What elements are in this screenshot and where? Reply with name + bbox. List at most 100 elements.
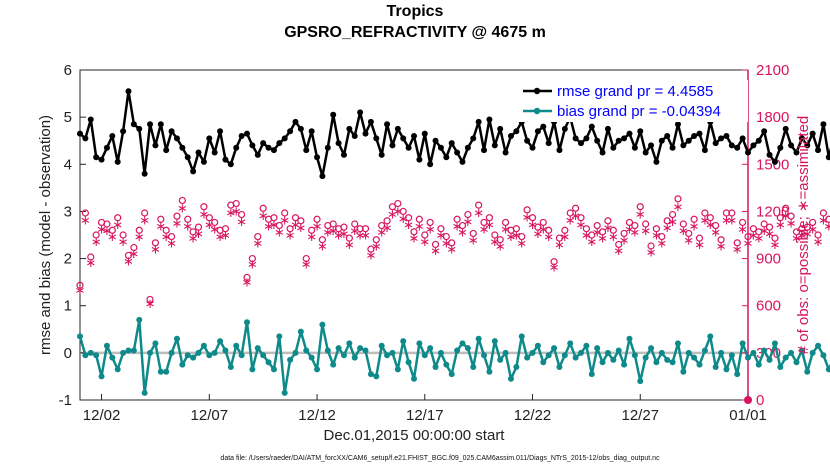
rmse-point [701, 147, 708, 154]
x-axis: 12/02 12/07 12/12 12/17 12/22 12/27 01/01 [83, 394, 767, 424]
obs-possible-marker [189, 228, 197, 236]
bias-point [604, 349, 611, 356]
footer-data-file: data file: /Users/raeder/DAI/ATM_forcXX/… [220, 455, 660, 462]
rmse-point [745, 149, 751, 156]
obs-assimilated-marker: ∗ [640, 223, 651, 238]
obs-assimilated-marker: ∗ [710, 225, 721, 240]
rmse-point [211, 149, 218, 156]
rmse-point [437, 144, 444, 151]
rmse-point [292, 118, 299, 125]
obs-assimilated-marker: ∗ [818, 213, 829, 228]
obs-possible-marker [399, 207, 407, 216]
obs-assimilated-marker: ∗ [737, 222, 748, 237]
rmse-point [728, 142, 735, 149]
bias-point [297, 328, 304, 335]
rmse-line [79, 89, 830, 178]
bias-point [637, 378, 644, 385]
legend-box [514, 80, 748, 122]
bias-point [217, 338, 224, 345]
obs-possible-marker [620, 229, 628, 238]
obs-possible-marker [178, 196, 186, 205]
obs-assimilated-marker: ∗ [344, 237, 355, 252]
bias-point [491, 338, 498, 345]
obs-possible-marker [555, 234, 564, 242]
rmse-point [680, 142, 687, 149]
obs-possible-marker [81, 209, 89, 217]
obs-assimilated-marker: ∗ [274, 225, 285, 240]
obs-assimilated-marker: ∗ [252, 235, 263, 250]
obs-possible-marker [722, 209, 731, 217]
obs-possible-marker [604, 217, 612, 225]
obs-assimilated-marker: ∗ [306, 229, 317, 244]
rmse-point [362, 130, 369, 137]
obs-assimilated-marker: ∗ [813, 234, 824, 249]
bias-point [669, 359, 676, 366]
left-axis-label: rmse and bias (model - observation) [37, 115, 54, 355]
rmse-point [497, 125, 504, 132]
bias-point [642, 354, 649, 361]
obs-assimilated-marker: ∗ [328, 223, 339, 238]
rmse-point [674, 121, 681, 128]
obs-assimilated-marker: ∗ [549, 260, 560, 275]
obs-possible-marker [809, 218, 817, 227]
rmse-point [599, 149, 606, 156]
bias-point [184, 352, 191, 359]
rmse-point [664, 133, 671, 139]
bias-point [454, 347, 461, 354]
obs-possible-marker [658, 232, 666, 241]
rmse-point [335, 140, 342, 147]
rmse-point [448, 140, 455, 147]
bias-point [384, 352, 391, 359]
obs-possible-marker [572, 204, 580, 212]
obs-possible-marker [690, 215, 698, 223]
obs-assimilated-marker: ∗ [489, 234, 500, 249]
bias-point [529, 349, 536, 356]
bias-point [400, 338, 407, 345]
rmse-point [265, 144, 272, 151]
obs-assimilated-marker: ∗ [198, 206, 209, 221]
obs-possible-marker [458, 221, 467, 230]
obs-assimilated-marker: ∗ [673, 199, 684, 214]
bias-point [578, 349, 584, 356]
obs-possible-marker [593, 221, 601, 230]
obs-assimilated-marker: ∗ [279, 213, 290, 228]
obs-possible-marker [87, 253, 95, 261]
rmse-point [244, 130, 250, 137]
obs-assimilated-marker: ∗ [726, 213, 737, 228]
rmse-point [378, 151, 385, 158]
bias-point [594, 345, 601, 352]
obs-possible-marker [814, 231, 822, 239]
rmse-point [238, 133, 245, 139]
bias-point [745, 354, 751, 361]
bias-point [394, 366, 401, 373]
bias-point [351, 354, 358, 361]
bias-point [405, 359, 412, 366]
bias-point [534, 342, 541, 349]
rmse-point [610, 144, 617, 151]
rmse-point [621, 135, 628, 142]
obs-possible-marker [184, 215, 192, 223]
obs-assimilated-marker: ∗ [430, 243, 441, 258]
x-tick-label: 12/22 [514, 407, 552, 424]
obs-assimilated-marker: ∗ [365, 247, 376, 262]
obs-assimilated-marker: ∗ [506, 229, 517, 244]
obs-assimilated-marker: ∗ [716, 238, 727, 253]
obs-assimilated-marker: ∗ [656, 235, 667, 250]
obs-possible-marker [297, 217, 305, 225]
bias-point [87, 349, 94, 356]
obs-possible-marker [749, 225, 757, 233]
obs-assimilated-marker: ∗ [769, 237, 780, 252]
obs-possible-marker [254, 232, 262, 241]
obs-assimilated-marker: ∗ [457, 225, 468, 240]
obs-assimilated-marker: ∗ [576, 217, 587, 232]
bias-point [804, 368, 811, 375]
obs-assimilated-marker: ∗ [705, 217, 716, 232]
rmse-point [157, 121, 164, 128]
obs-possible-marker [717, 236, 725, 244]
rmse-point [200, 158, 207, 165]
bias-point [340, 352, 347, 359]
obs-assimilated-marker: ∗ [473, 205, 484, 220]
bias-point [825, 366, 830, 373]
obs-assimilated-marker: ∗ [829, 217, 830, 232]
obs-assimilated-marker: ∗ [786, 216, 797, 231]
